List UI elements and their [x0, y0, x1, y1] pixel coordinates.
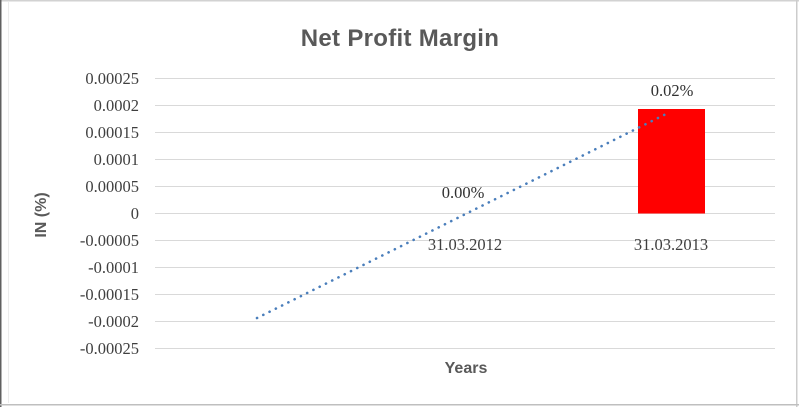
y-axis-title: IN (%) [33, 192, 50, 237]
y-tick-label: 0 [131, 204, 139, 223]
data-label-2012: 0.00% [442, 183, 485, 202]
y-tick-label: -0.0001 [88, 258, 139, 277]
bar-31-03-2013 [638, 109, 705, 214]
y-tick-label: -0.00005 [80, 231, 139, 250]
x-axis-title: Years [445, 360, 488, 377]
y-tick-label: 0.0002 [94, 96, 139, 115]
chart-title: Net Profit Margin [301, 25, 499, 52]
x-tick-label-2012: 31.03.2012 [428, 235, 502, 254]
y-tick-label: 0.00025 [85, 69, 139, 88]
x-tick-label-2013: 31.03.2013 [634, 235, 708, 254]
y-tick-label: -0.00015 [80, 285, 139, 304]
y-tick-label: 0.00015 [85, 123, 139, 142]
data-label-2013: 0.02% [651, 81, 694, 100]
trendline [255, 111, 670, 320]
y-tick-label: -0.00025 [80, 339, 139, 358]
y-tick-label: -0.0002 [88, 312, 139, 331]
y-tick-label: 0.0001 [94, 150, 139, 169]
y-tick-label: 0.00005 [85, 177, 139, 196]
y-axis-tick-labels: 0.00025 0.0002 0.00015 0.0001 0.00005 0 … [80, 69, 139, 358]
